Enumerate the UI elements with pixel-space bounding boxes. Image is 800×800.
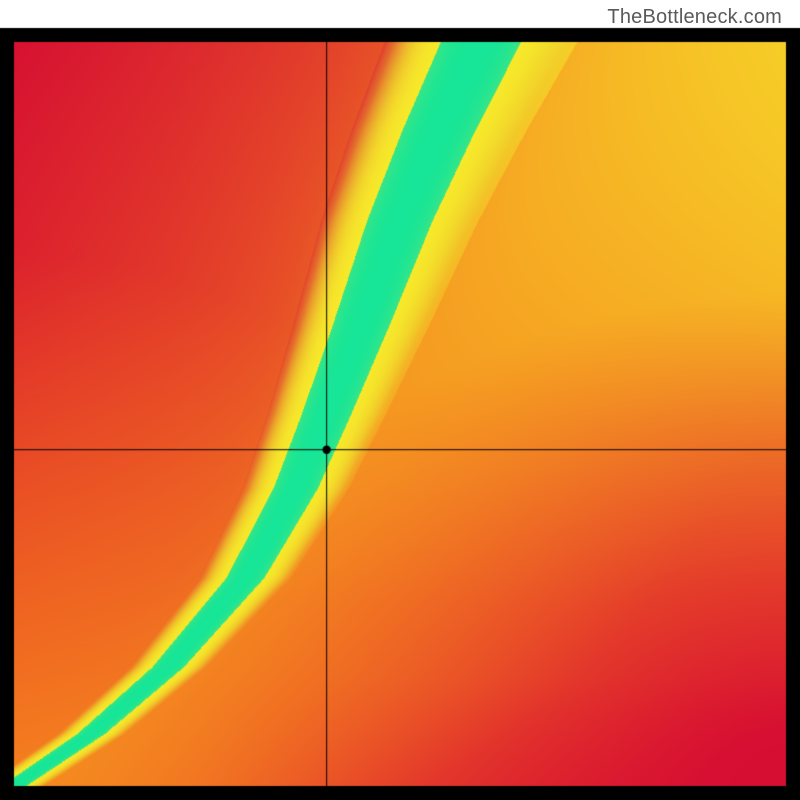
chart-container: TheBottleneck.com (0, 0, 800, 800)
watermark-text: TheBottleneck.com (607, 6, 782, 29)
heatmap-canvas (0, 0, 800, 800)
